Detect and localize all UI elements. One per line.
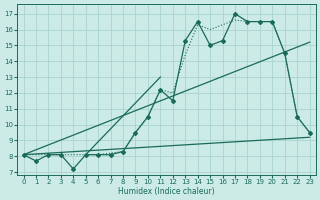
X-axis label: Humidex (Indice chaleur): Humidex (Indice chaleur) bbox=[118, 187, 215, 196]
